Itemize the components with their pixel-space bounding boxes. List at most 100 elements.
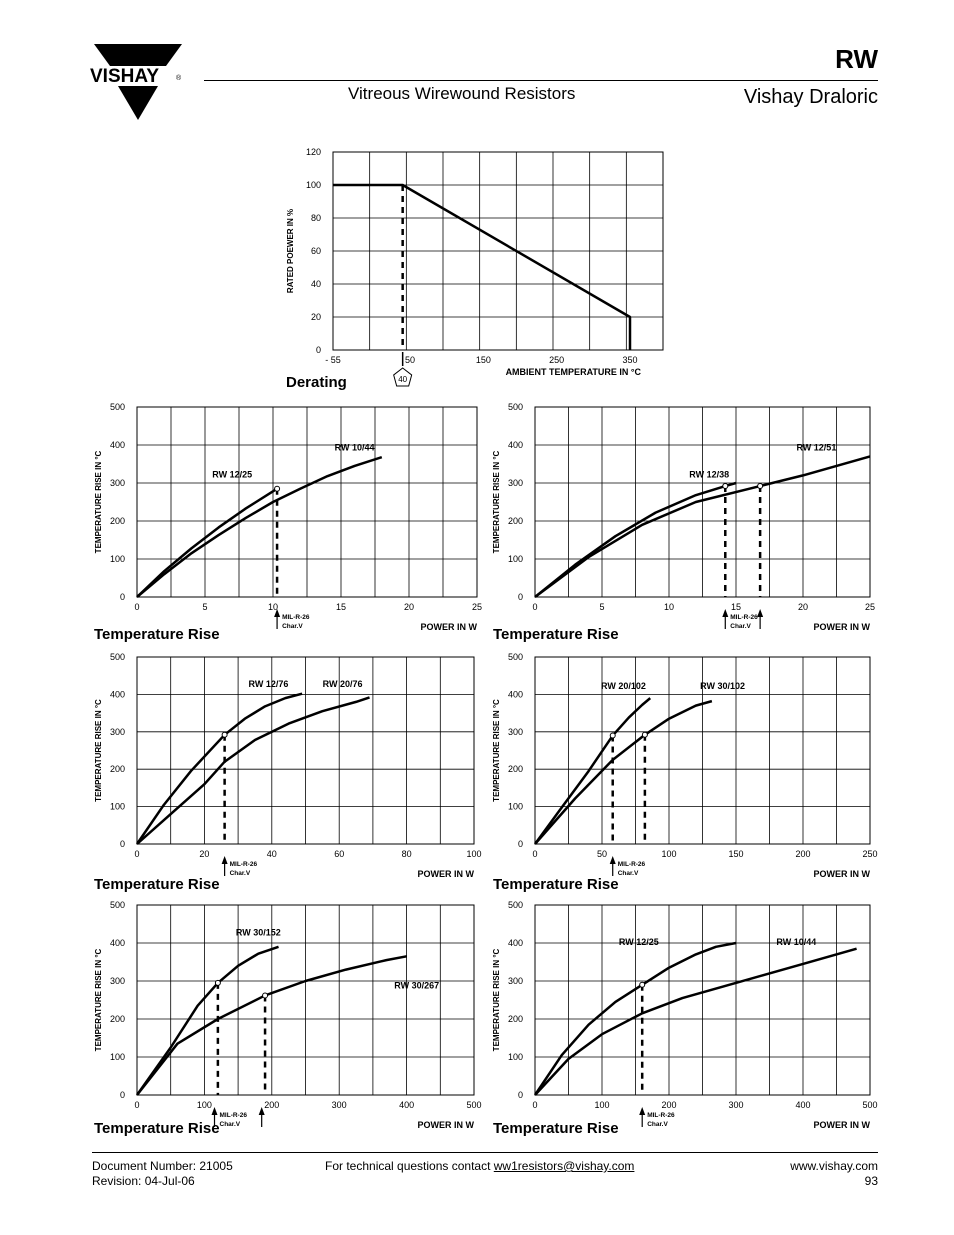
tr5-series-rw-30-152 bbox=[135, 945, 279, 1096]
tr5-y-tick-label: 100 bbox=[110, 1052, 125, 1062]
tr2-x-tick-label: 5 bbox=[599, 602, 604, 612]
derating-y-axis-label: RATED POEWER IN % bbox=[286, 209, 295, 293]
tr1-series-rw-10-44 bbox=[136, 455, 383, 598]
tr1-x-tick-label: 5 bbox=[202, 602, 207, 612]
tr1-x-tick-label: 15 bbox=[336, 602, 346, 612]
tr4-chart-title: Temperature Rise bbox=[493, 876, 619, 893]
page-number: 93 bbox=[864, 1174, 878, 1188]
tr1-mil-sublabel: Char.V bbox=[282, 623, 303, 630]
brand-name: Vishay Draloric bbox=[743, 86, 878, 108]
derating-marker-label: 40 bbox=[398, 375, 407, 384]
tr6-x-tick-label: 300 bbox=[728, 1100, 743, 1110]
tr6-x-tick-label: 0 bbox=[532, 1100, 537, 1110]
tr4-intersection-point bbox=[609, 732, 616, 739]
tr3-series-rw-20-76 bbox=[136, 696, 370, 845]
derating-y-tick-label: 120 bbox=[306, 147, 321, 157]
tr6-mil-sublabel: Char.V bbox=[647, 1121, 668, 1128]
tr1-y-tick-label: 200 bbox=[110, 516, 125, 526]
tr6-y-tick-label: 300 bbox=[508, 976, 523, 986]
derating-y-tick-label: 0 bbox=[316, 345, 321, 355]
tr3-x-tick-label: 0 bbox=[134, 849, 139, 859]
tr4-y-tick-label: 0 bbox=[518, 839, 523, 849]
tr2-mil-arrow-head bbox=[757, 609, 764, 617]
tr6-x-tick-label: 500 bbox=[862, 1100, 877, 1110]
tr5-mil-sublabel: Char.V bbox=[220, 1121, 241, 1128]
tr2-y-tick-label: 0 bbox=[518, 592, 523, 602]
tr5-y-tick-label: 400 bbox=[110, 938, 125, 948]
tr2-mil-label: MIL-R-26 bbox=[730, 614, 758, 621]
contact-email-link[interactable]: ww1resistors@vishay.com bbox=[493, 1159, 635, 1173]
tr5-series-label: RW 30/152 bbox=[236, 927, 281, 937]
tr3-x-tick-label: 80 bbox=[402, 849, 412, 859]
tr6-x-tick-label: 100 bbox=[594, 1100, 609, 1110]
product-code: RW bbox=[835, 44, 878, 74]
tr6-chart-title: Temperature Rise bbox=[493, 1120, 619, 1137]
tr5-y-tick-label: 500 bbox=[110, 900, 125, 910]
tr4-y-tick-label: 100 bbox=[508, 802, 523, 812]
tr3-intersection-point bbox=[221, 731, 228, 738]
tr1-mil-label: MIL-R-26 bbox=[282, 614, 310, 621]
tr2-y-tick-label: 500 bbox=[508, 402, 523, 412]
tr3-chart-title: Temperature Rise bbox=[94, 876, 220, 893]
tr2-series-label: RW 12/51 bbox=[796, 443, 836, 453]
tr4-mil-arrow-head bbox=[609, 856, 616, 864]
tr1-series-label: RW 10/44 bbox=[335, 443, 375, 453]
tr4-intersection-point bbox=[641, 731, 648, 738]
tr5-y-tick-label: 0 bbox=[120, 1090, 125, 1100]
tr4-y-tick-label: 200 bbox=[508, 764, 523, 774]
tr1-y-axis-label: TEMPERATURE RISE IN °C bbox=[94, 450, 103, 553]
tr2-intersection-point bbox=[722, 483, 729, 490]
tr1-intersection-point bbox=[274, 485, 281, 492]
tr3-mil-label: MIL-R-26 bbox=[230, 861, 258, 868]
tr5-y-tick-label: 300 bbox=[110, 976, 125, 986]
tr1-x-tick-label: 25 bbox=[472, 602, 482, 612]
tr4-series-label: RW 30/102 bbox=[700, 681, 745, 691]
tr4-y-tick-label: 500 bbox=[508, 652, 523, 662]
tr2-x-tick-label: 0 bbox=[532, 602, 537, 612]
tr4-mil-sublabel: Char.V bbox=[618, 870, 639, 877]
tr1-x-tick-label: 20 bbox=[404, 602, 414, 612]
tr3-y-tick-label: 100 bbox=[110, 802, 125, 812]
derating-y-tick-label: 60 bbox=[311, 246, 321, 256]
tr5-mil-arrow-head bbox=[258, 1107, 265, 1115]
tr3-y-axis-label: TEMPERATURE RISE IN °C bbox=[94, 699, 103, 802]
tr5-series-label: RW 30/267 bbox=[394, 981, 439, 991]
tr2-y-tick-label: 100 bbox=[508, 554, 523, 564]
tr5-x-axis-label: POWER IN W bbox=[418, 1120, 475, 1130]
tr1-mil-arrow-head bbox=[274, 609, 281, 617]
derating-x-tick-label: 250 bbox=[549, 355, 564, 365]
tr1-chart-title: Temperature Rise bbox=[94, 626, 220, 643]
derating-y-tick-label: 80 bbox=[311, 213, 321, 223]
tr4-series-label: RW 20/102 bbox=[601, 681, 646, 691]
tr3-y-tick-label: 0 bbox=[120, 839, 125, 849]
tr6-intersection-point bbox=[639, 981, 646, 988]
tr6-y-tick-label: 200 bbox=[508, 1014, 523, 1024]
tr1-series-rw-12-25 bbox=[136, 487, 278, 598]
tr3-y-tick-label: 500 bbox=[110, 652, 125, 662]
tr5-x-tick-label: 100 bbox=[197, 1100, 212, 1110]
tr1-x-tick-label: 0 bbox=[134, 602, 139, 612]
tr2-mil-sublabel: Char.V bbox=[730, 623, 751, 630]
tr2-intersection-point bbox=[757, 483, 764, 490]
website[interactable]: www.vishay.com bbox=[790, 1159, 878, 1173]
footer-rule bbox=[92, 1152, 878, 1153]
tr1-y-tick-label: 500 bbox=[110, 402, 125, 412]
tr6-y-tick-label: 400 bbox=[508, 938, 523, 948]
tr3-y-tick-label: 200 bbox=[110, 764, 125, 774]
tr6-x-axis-label: POWER IN W bbox=[814, 1120, 871, 1130]
tr4-x-tick-label: 50 bbox=[597, 849, 607, 859]
tr1-y-tick-label: 0 bbox=[120, 592, 125, 602]
tr2-y-axis-label: TEMPERATURE RISE IN °C bbox=[492, 450, 501, 553]
tr1-y-tick-label: 400 bbox=[110, 440, 125, 450]
tr2-y-tick-label: 400 bbox=[508, 440, 523, 450]
contact-prefix: For technical questions contact bbox=[325, 1159, 494, 1173]
tr5-chart-title: Temperature Rise bbox=[94, 1120, 220, 1137]
tr2-series-rw-12-51 bbox=[534, 455, 871, 599]
tr5-x-tick-label: 500 bbox=[466, 1100, 481, 1110]
tr2-chart-title: Temperature Rise bbox=[493, 626, 619, 643]
derating-x-axis-label: AMBIENT TEMPERATURE IN °C bbox=[506, 367, 642, 377]
tr5-x-tick-label: 0 bbox=[134, 1100, 139, 1110]
tr1-series-label: RW 12/25 bbox=[212, 469, 252, 479]
tr2-series-label: RW 12/38 bbox=[689, 469, 729, 479]
